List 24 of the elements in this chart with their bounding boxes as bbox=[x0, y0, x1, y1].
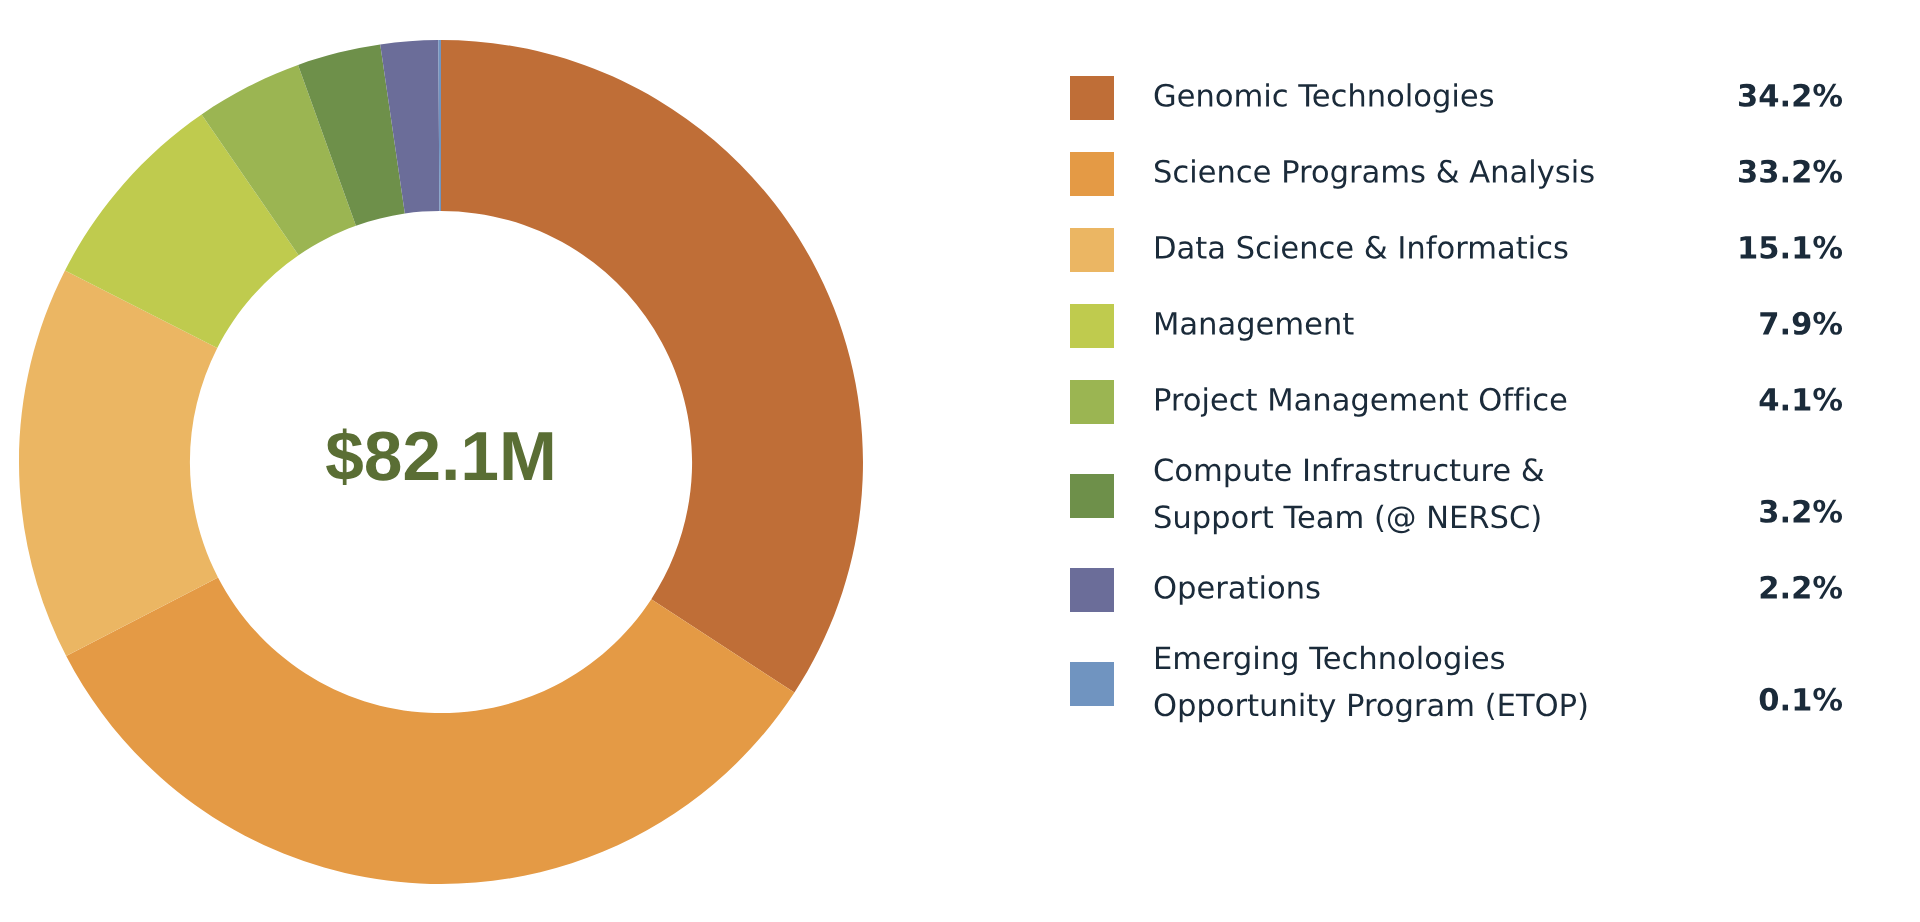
legend-label: Management bbox=[1156, 312, 1354, 341]
legend-label: Science Programs & Analysis bbox=[1155, 159, 1594, 189]
data-label: 15.1% bbox=[1740, 235, 1843, 259]
data-label: 3.2% bbox=[1760, 499, 1843, 523]
text: $82.1M bbox=[326, 428, 553, 486]
donut-slice bbox=[19, 270, 218, 656]
legend-label: Operations bbox=[1154, 575, 1320, 605]
data-label: 33.2% bbox=[1739, 159, 1843, 183]
data-label: 2.2% bbox=[1760, 575, 1843, 599]
donut-slice bbox=[380, 40, 440, 214]
donut-slice bbox=[66, 577, 795, 884]
legend-label: Compute Infrastructure & Support Team (@ NERSC) bbox=[1154, 457, 1544, 535]
donut-slice bbox=[438, 40, 441, 211]
legend-label: Emerging Technologies Opportunity Program (ETOP) bbox=[1154, 645, 1587, 723]
data-label: 7.9% bbox=[1760, 311, 1843, 335]
donut-slice bbox=[298, 44, 405, 226]
donut-slice bbox=[201, 64, 356, 256]
legend-label: Data Science & Informatics bbox=[1156, 235, 1568, 259]
legend-label: Project Management Office bbox=[1156, 387, 1567, 417]
legend-label: Genomic Technologies bbox=[1154, 83, 1494, 113]
donut-slice bbox=[65, 114, 299, 349]
data-label: 4.1% bbox=[1759, 387, 1843, 411]
data-label: 0.1% bbox=[1759, 687, 1843, 711]
data-label: 34.2% bbox=[1739, 83, 1843, 107]
